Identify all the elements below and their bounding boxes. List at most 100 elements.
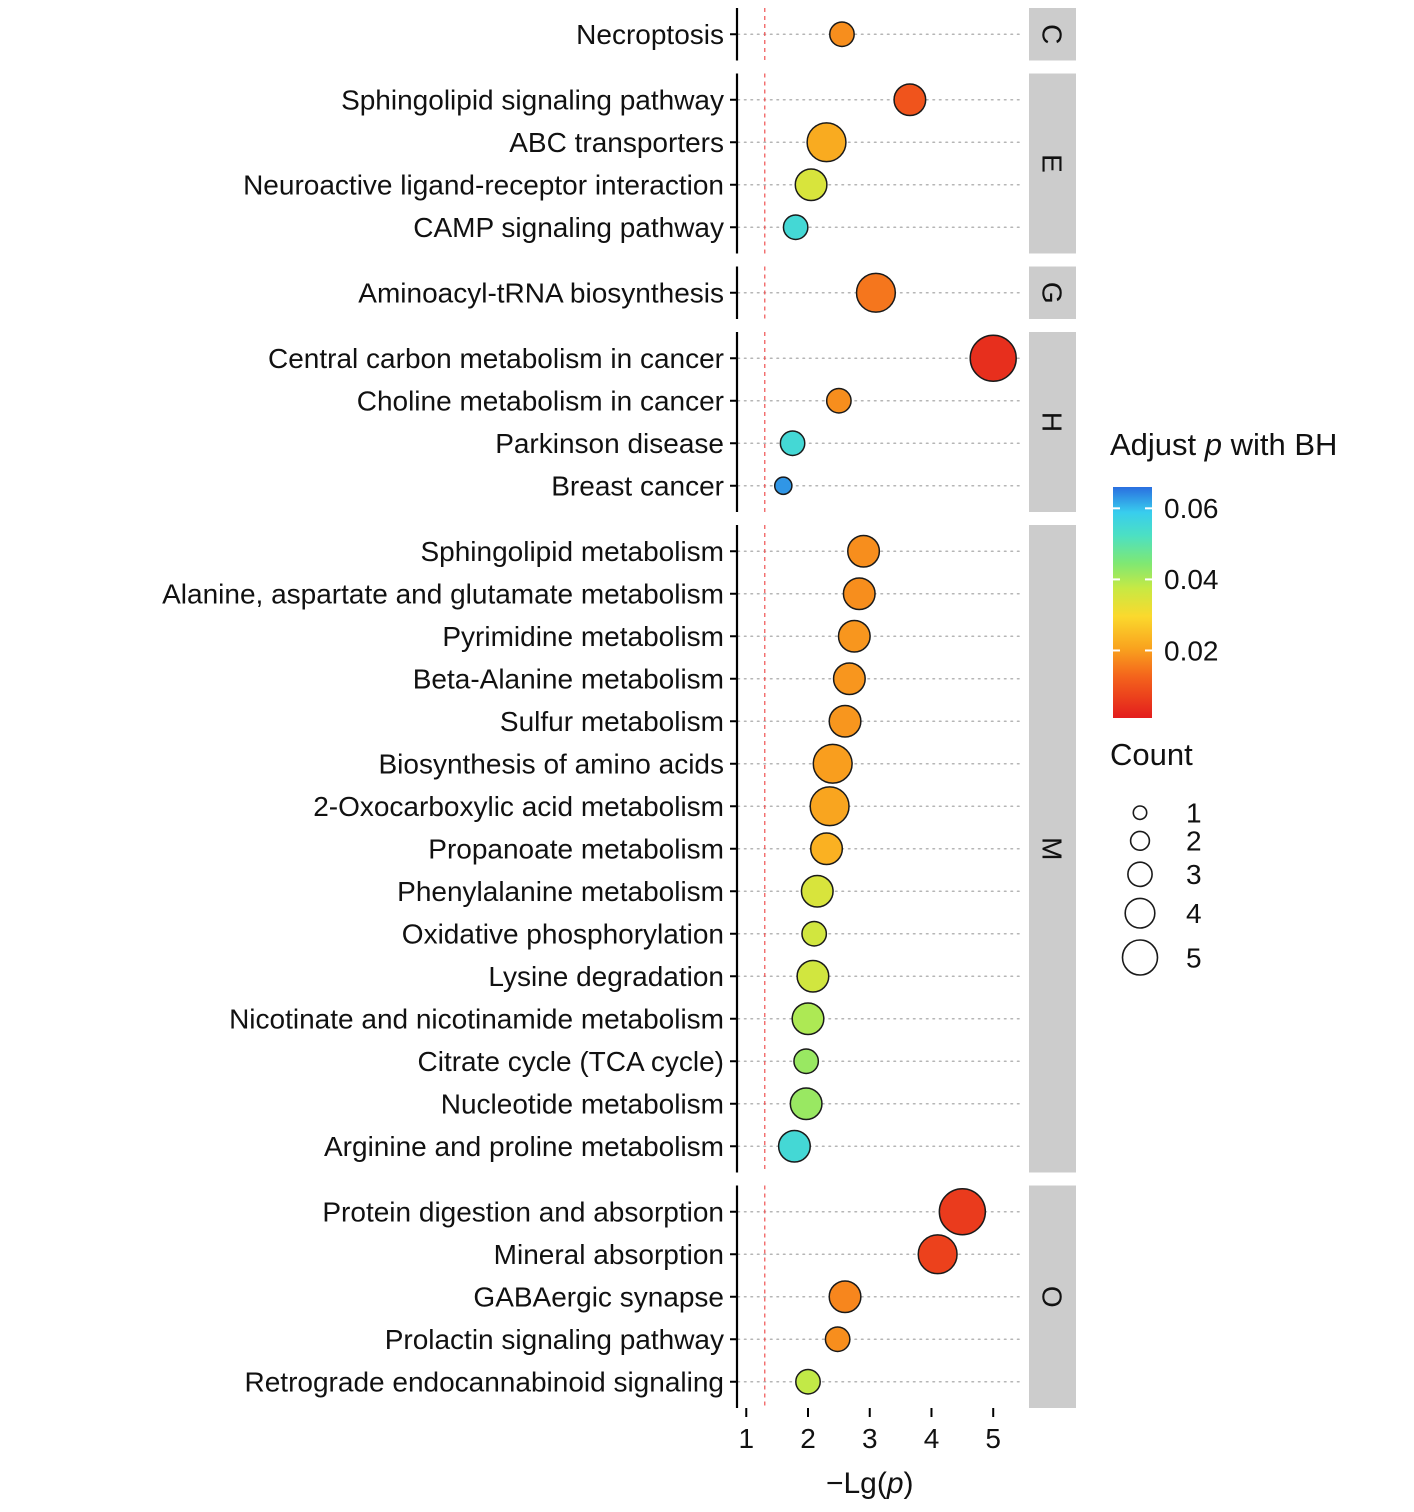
data-point (800, 874, 834, 908)
size-legend-key (1129, 830, 1151, 851)
data-point (837, 619, 871, 653)
pathway-label: Protein digestion and absorption (322, 1197, 724, 1228)
data-point (801, 920, 828, 947)
pathway-label: Central carbon metabolism in cancer (268, 343, 724, 374)
size-legend-label: 4 (1186, 898, 1202, 929)
facet-strip (1029, 73, 1076, 254)
data-point (828, 704, 862, 738)
data-point (794, 168, 828, 202)
facet-strip-label: C (1037, 24, 1068, 44)
colorbar (1113, 487, 1152, 718)
facet-panel-O: Protein digestion and absorption Mineral … (245, 1185, 1076, 1408)
pathway-label: Aminoacyl-tRNA biosynthesis (358, 278, 724, 309)
pathway-label: Beta-Alanine metabolism (413, 664, 724, 695)
data-point (829, 21, 855, 48)
facet-strip (1029, 266, 1076, 319)
facet-panel-E: Sphingolipid signaling pathway ABC transp… (243, 73, 1076, 254)
x-axis-title: −Lg(p) (826, 1467, 914, 1500)
pathway-label: Sphingolipid signaling pathway (341, 85, 724, 116)
data-point (791, 1002, 825, 1036)
pathway-label: Oxidative phosphorylation (402, 919, 724, 950)
pathway-label: 2-Oxocarboxylic acid metabolism (313, 791, 724, 822)
pathway-label: Lysine degradation (488, 961, 724, 992)
size-legend-key (1127, 861, 1153, 888)
pathway-label: Nicotinate and nicotinamide metabolism (229, 1004, 724, 1035)
pathway-label: Phenylalanine metabolism (397, 876, 724, 907)
pathway-label: Arginine and proline metabolism (324, 1131, 724, 1162)
data-point (893, 83, 927, 117)
color-legend-title: Adjust p with BH (1110, 427, 1337, 462)
pathway-label: Mineral absorption (494, 1239, 724, 1270)
x-axis: 1 2 3 4 5 −Lg(p) (738, 1408, 1001, 1500)
size-legend-label: 3 (1186, 859, 1202, 890)
facet-strip (1029, 8, 1076, 61)
data-point (809, 832, 844, 866)
data-point (779, 430, 806, 457)
x-tick-label: 2 (800, 1423, 816, 1454)
pathway-label: Neuroactive ligand-receptor interaction (243, 170, 724, 201)
pathway-label: Pyrimidine metabolism (442, 621, 724, 652)
colorbar-tick-label: 0.02 (1164, 635, 1219, 666)
data-point (782, 214, 809, 241)
colorbar-tick-label: 0.04 (1164, 564, 1219, 595)
pathway-label: GABAergic synapse (473, 1282, 724, 1313)
data-point (789, 1087, 823, 1121)
size-legend-label: 1 (1186, 798, 1202, 829)
size-legend: Count 123 4 5 (1110, 737, 1202, 976)
facet-strip-label: E (1037, 154, 1068, 173)
size-legend-key (1132, 805, 1148, 821)
data-point (793, 1048, 820, 1075)
size-legend-label: 2 (1186, 826, 1202, 857)
data-point (796, 959, 830, 993)
facet-strip (1029, 525, 1076, 1173)
facet-panel-G: Aminoacyl-tRNA biosynthesis G (358, 266, 1076, 319)
x-tick-label: 3 (862, 1423, 878, 1454)
data-point (828, 1280, 862, 1314)
pathway-label: Sulfur metabolism (500, 706, 724, 737)
x-tick-label: 1 (738, 1423, 754, 1454)
pathway-label: Nucleotide metabolism (441, 1089, 724, 1120)
facet-strip-label: M (1037, 837, 1068, 860)
pathway-label: Alanine, aspartate and glutamate metabol… (162, 579, 724, 610)
facet-panel-C: Necroptosis C (576, 8, 1076, 61)
facet-panel-H: Central carbon metabolism in cancer Choli… (268, 332, 1076, 512)
pathway-label: Retrograde endocannabinoid signaling (245, 1367, 724, 1398)
size-legend-key (1124, 897, 1156, 929)
pathway-label: Breast cancer (551, 471, 724, 502)
pathway-label: Biosynthesis of amino acids (378, 749, 724, 780)
pathway-label: CAMP signaling pathway (413, 212, 724, 243)
pathway-label: ABC transporters (509, 127, 724, 158)
data-point (806, 122, 847, 163)
facet-panel-M: Sphingolipid metabolism Alanine, aspartat… (162, 525, 1076, 1173)
pathway-label: Sphingolipid metabolism (420, 536, 724, 567)
data-point (773, 476, 793, 496)
facet-strip-label: G (1037, 282, 1068, 304)
pathway-label: Citrate cycle (TCA cycle) (418, 1046, 725, 1077)
data-point (825, 387, 852, 414)
x-tick-label: 5 (985, 1423, 1001, 1454)
pathway-label: Propanoate metabolism (428, 834, 724, 865)
pathway-label: Necroptosis (576, 19, 724, 50)
size-legend-label: 5 (1186, 942, 1202, 973)
x-tick-label: 4 (924, 1423, 940, 1454)
data-point (777, 1129, 811, 1163)
data-point (795, 1368, 821, 1395)
size-legend-title: Count (1110, 737, 1193, 772)
data-point (969, 334, 1017, 382)
data-point (824, 1326, 851, 1353)
data-point (938, 1188, 987, 1236)
color-legend: Adjust p with BH 0.06 0.04 0.02 (1110, 427, 1337, 718)
data-point (832, 662, 866, 696)
data-point (855, 272, 897, 313)
data-point (809, 786, 850, 827)
data-point (842, 577, 876, 611)
facet-strip (1029, 1185, 1076, 1408)
size-legend-key (1121, 939, 1159, 976)
data-point (917, 1234, 958, 1275)
pathway-label: Prolactin signaling pathway (385, 1324, 724, 1355)
facet-strip-label: H (1037, 412, 1068, 432)
facet-strip-label: O (1037, 1286, 1068, 1308)
colorbar-tick-label: 0.06 (1164, 493, 1219, 524)
